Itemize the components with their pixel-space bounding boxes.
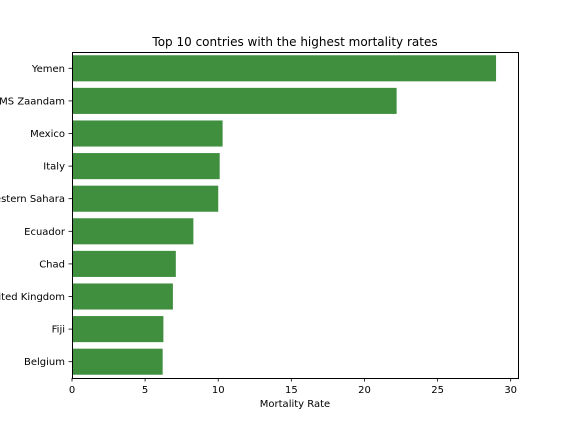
bar [72, 251, 176, 277]
x-tick-label: 30 [504, 385, 517, 396]
y-axis-ticks: Yemen MS Zaandam Mexico Italy Western Sahara… [0, 64, 72, 368]
x-axis-ticks: 0 5 10 15 20 25 30 [69, 378, 517, 396]
bar [72, 186, 218, 212]
y-tick-label: MS Zaandam [0, 96, 65, 107]
bar [72, 316, 163, 342]
y-tick-label: Mexico [30, 129, 65, 140]
bar [72, 349, 163, 375]
bars-group [72, 55, 496, 374]
y-tick-label: Yemen [31, 64, 65, 75]
x-tick-label: 20 [358, 385, 371, 396]
x-tick-label: 25 [431, 385, 444, 396]
bar [72, 55, 496, 81]
x-tick-label: 15 [285, 385, 298, 396]
chart-title: Top 10 contries with the highest mortali… [151, 35, 437, 49]
x-tick-label: 10 [212, 385, 225, 396]
y-tick-label: Fiji [52, 325, 65, 336]
bar [72, 88, 397, 114]
bar [72, 283, 173, 309]
y-tick-label: Ecuador [24, 227, 66, 238]
bar [72, 153, 220, 179]
x-tick-label: 5 [142, 385, 148, 396]
y-tick-label: Italy [43, 162, 65, 173]
x-axis-label: Mortality Rate [260, 399, 330, 410]
x-tick-label: 0 [69, 385, 75, 396]
bar [72, 120, 223, 146]
y-tick-label: Belgium [24, 357, 65, 368]
y-tick-label: Western Sahara [0, 194, 65, 205]
y-tick-label: United Kingdom [0, 292, 65, 303]
y-tick-label: Chad [39, 259, 65, 270]
bar [72, 218, 193, 244]
